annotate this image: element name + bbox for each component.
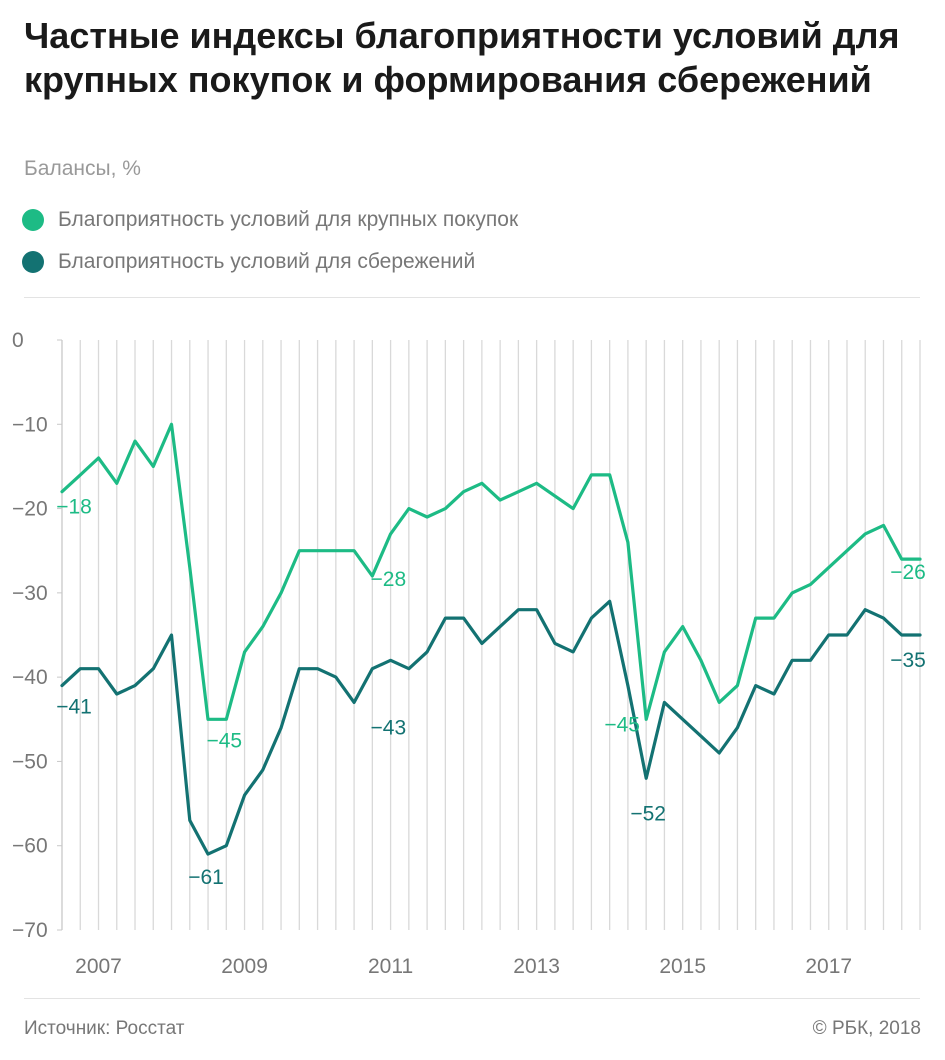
series-line-savings: [60, 599, 922, 856]
savings-data-label: −52: [630, 802, 666, 825]
y-tick-label: −40: [12, 666, 48, 689]
purchases-data-label: −28: [371, 568, 407, 591]
y-tick-label: −30: [12, 582, 48, 605]
savings-data-label: −35: [890, 649, 926, 672]
y-tick-label: 0: [12, 329, 24, 352]
x-tick-label: 2007: [75, 955, 122, 978]
x-tick-label: 2017: [805, 955, 852, 978]
x-tick-label: 2009: [221, 955, 268, 978]
legend-label-purchases: Благоприятность условий для крупных поку…: [58, 208, 519, 231]
y-tick-label: −70: [12, 919, 48, 942]
x-tick-label: 2013: [513, 955, 560, 978]
y-tick-label: −10: [12, 413, 48, 436]
legend-item-purchases: Благоприятность условий для крупных поку…: [22, 199, 518, 241]
purchases-data-label: −18: [56, 496, 92, 519]
legend-label-savings: Благоприятность условий для сбережений: [58, 250, 476, 273]
purchases-data-label: −45: [604, 713, 640, 736]
purchases-data-label: −45: [206, 729, 242, 752]
legend: Благоприятность условий для крупных поку…: [22, 199, 518, 283]
chart-subtitle: Балансы, %: [24, 157, 141, 180]
line-chart: 0 −10 −20 −30 −40 −50 −60 −70 2007 2009 2011 2013 20…: [12, 329, 926, 978]
legend-marker-savings: [22, 251, 44, 273]
y-tick-label: −50: [12, 750, 48, 773]
y-tick-label: −20: [12, 498, 48, 521]
x-tick-label: 2015: [659, 955, 706, 978]
y-tick-label: −60: [12, 835, 48, 858]
savings-data-label: −61: [188, 866, 224, 889]
purchases-data-label: −26: [890, 561, 926, 584]
x-tick-label: 2011: [368, 955, 413, 978]
savings-data-label: −43: [371, 716, 407, 739]
source-note: Источник: Росстат: [24, 1018, 185, 1039]
copyright-note: © РБК, 2018: [812, 1018, 921, 1039]
legend-item-savings: Благоприятность условий для сбережений: [22, 241, 518, 283]
bottom-divider: [24, 998, 920, 999]
legend-marker-purchases: [22, 209, 44, 231]
top-divider: [24, 297, 920, 298]
chart-title: Частные индексы благоприятности условий …: [24, 15, 900, 100]
series-line-purchases: [60, 422, 922, 721]
savings-data-label: −41: [56, 696, 92, 719]
